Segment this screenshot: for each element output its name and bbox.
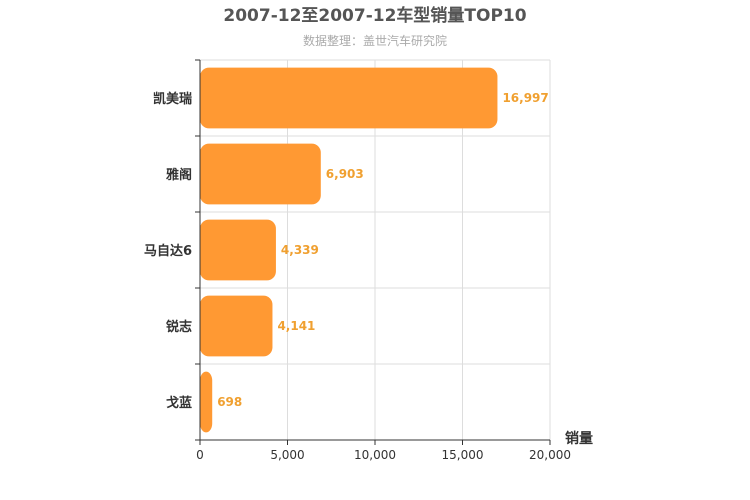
- x-tick-label: 10,000: [354, 448, 396, 462]
- x-tick-label: 20,000: [529, 448, 571, 462]
- category-label: 锐志: [166, 319, 192, 335]
- bar: [200, 67, 498, 129]
- category-label: 戈蓝: [166, 395, 192, 411]
- value-label: 698: [217, 395, 242, 409]
- x-axis-name: 销量: [565, 430, 593, 447]
- x-tick-label: 5,000: [270, 448, 304, 462]
- bar: [200, 295, 273, 357]
- value-label: 4,339: [281, 243, 319, 257]
- value-label: 6,903: [326, 167, 364, 181]
- chart-subtitle: 数据整理：盖世汽车研究院: [303, 33, 447, 48]
- category-label: 雅阁: [166, 167, 192, 183]
- bar: [200, 371, 213, 433]
- value-label: 16,997: [502, 91, 548, 105]
- category-label: 凯美瑞: [153, 91, 192, 107]
- x-tick-label: 15,000: [442, 448, 484, 462]
- x-tick-label: 0: [196, 448, 204, 462]
- bar: [200, 143, 321, 205]
- bar: [200, 219, 276, 281]
- category-label: 马自达6: [144, 243, 192, 259]
- value-label: 4,141: [277, 319, 315, 333]
- bars: 16,997 6,903 4,339 4,141 698: [200, 67, 549, 433]
- chart-title: 2007-12至2007-12车型销量TOP10: [223, 5, 526, 26]
